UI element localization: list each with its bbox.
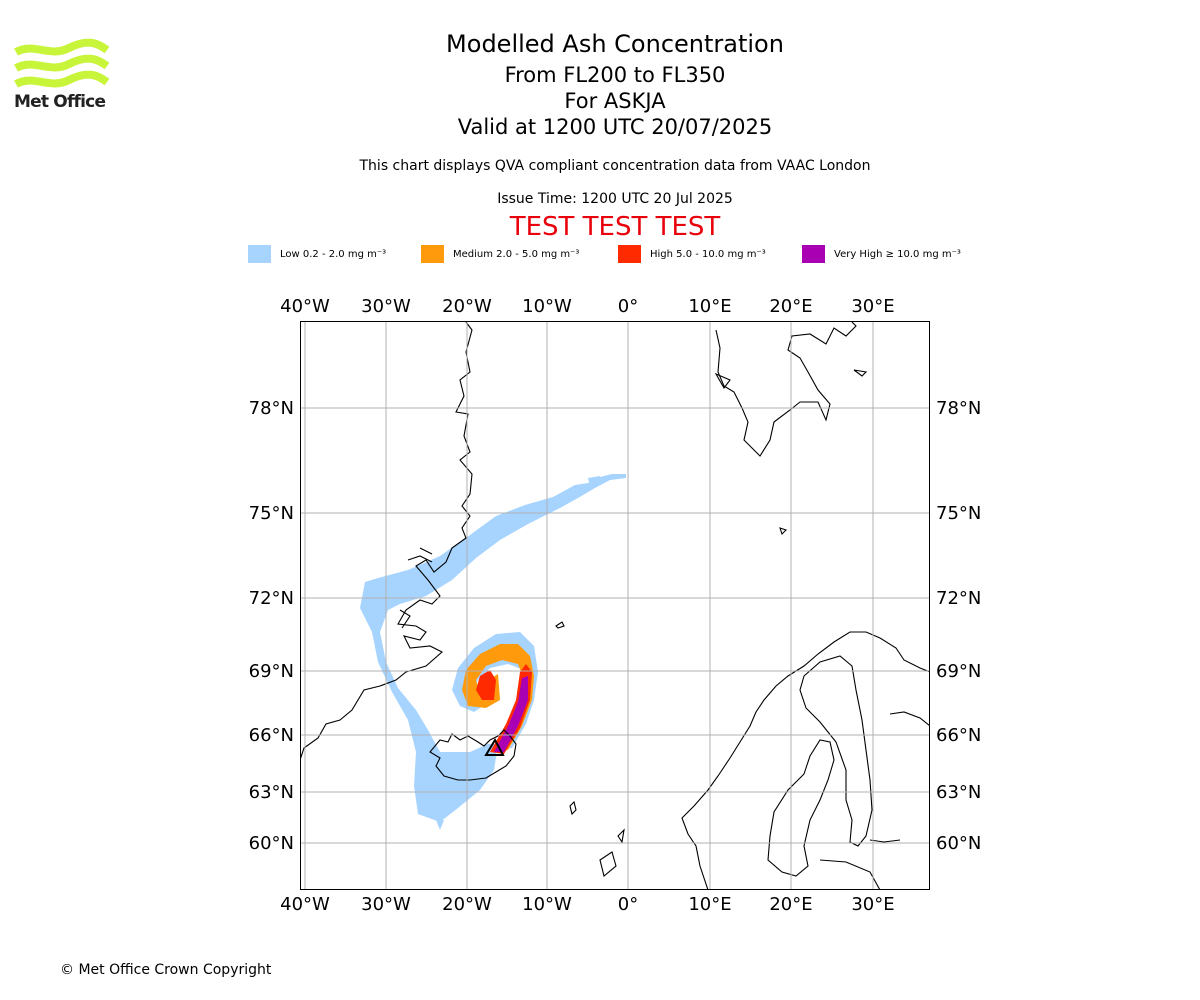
longitude-label: 30°W (361, 894, 411, 915)
volcano-triangle-icon (484, 737, 505, 756)
chart-title: Modelled Ash Concentration (446, 30, 784, 58)
longitude-label: 30°E (851, 296, 894, 317)
legend-label-medium: Medium 2.0 - 5.0 mg m⁻³ (453, 248, 580, 260)
latitude-label: 72°N (936, 588, 981, 609)
longitude-labels-bottom: 40°W 30°W 20°W 10°W 0° 10°E 20°E 30°E (280, 894, 894, 915)
legend-swatch-high (618, 245, 641, 263)
longitude-label: 20°E (769, 894, 812, 915)
issue-time: Issue Time: 1200 UTC 20 Jul 2025 (497, 191, 733, 207)
graticule (301, 322, 929, 889)
legend-swatch-medium (421, 245, 444, 263)
legend-swatch-low (248, 245, 271, 263)
latitude-label: 63°N (249, 782, 294, 803)
legend-label-high: High 5.0 - 10.0 mg m⁻³ (650, 248, 766, 260)
latitude-label: 75°N (936, 503, 981, 524)
volcano-name: For ASKJA (564, 89, 666, 113)
ash-very-high-region (494, 676, 528, 752)
legend-label-very-high: Very High ≥ 10.0 mg m⁻³ (834, 248, 961, 260)
longitude-label: 10°W (522, 296, 572, 317)
latitude-label: 66°N (936, 725, 981, 746)
latitude-label: 69°N (249, 661, 294, 682)
latitude-label: 60°N (936, 833, 981, 854)
longitude-label: 40°W (280, 894, 330, 915)
coastlines (301, 322, 930, 890)
latitude-label: 75°N (249, 503, 294, 524)
longitude-label: 20°W (442, 894, 492, 915)
longitude-label: 30°E (851, 894, 894, 915)
longitude-label: 20°W (442, 296, 492, 317)
flight-level-range: From FL200 to FL350 (504, 63, 726, 87)
latitude-label: 78°N (936, 398, 981, 419)
met-office-logo-text: Met Office (14, 92, 106, 112)
longitude-label: 10°E (688, 894, 731, 915)
chart-description: This chart displays QVA compliant concen… (359, 158, 871, 174)
latitude-label: 69°N (936, 661, 981, 682)
legend-item-low: Low 0.2 - 2.0 mg m⁻³ (248, 244, 386, 264)
map-frame (300, 321, 930, 890)
latitude-label: 60°N (249, 833, 294, 854)
latitude-labels-left: 78°N 75°N 72°N 69°N 66°N 63°N 60°N (249, 398, 294, 854)
legend-label-low: Low 0.2 - 2.0 mg m⁻³ (280, 248, 387, 260)
latitude-label: 63°N (936, 782, 981, 803)
longitude-label: 0° (618, 894, 638, 915)
valid-time: Valid at 1200 UTC 20/07/2025 (457, 115, 773, 139)
legend-swatch-very-high (802, 245, 825, 263)
longitude-label: 40°W (280, 296, 330, 317)
latitude-label: 66°N (249, 725, 294, 746)
longitude-label: 10°E (688, 296, 731, 317)
latitude-label: 72°N (249, 588, 294, 609)
longitude-label: 10°W (522, 894, 572, 915)
latitude-label: 78°N (249, 398, 294, 419)
test-banner: TEST TEST TEST (509, 212, 721, 242)
legend-item-high: High 5.0 - 10.0 mg m⁻³ (618, 244, 766, 264)
legend-item-medium: Medium 2.0 - 5.0 mg m⁻³ (421, 244, 579, 264)
copyright-notice: © Met Office Crown Copyright (60, 962, 272, 978)
longitude-label: 30°W (361, 296, 411, 317)
latitude-labels-right: 78°N 75°N 72°N 69°N 66°N 63°N 60°N (936, 398, 981, 854)
longitude-label: 20°E (769, 296, 812, 317)
longitude-labels-top: 40°W 30°W 20°W 10°W 0° 10°E 20°E 30°E (280, 296, 894, 317)
met-office-logo-icon (14, 38, 109, 88)
legend-item-very-high: Very High ≥ 10.0 mg m⁻³ (802, 244, 961, 264)
longitude-label: 0° (618, 296, 638, 317)
